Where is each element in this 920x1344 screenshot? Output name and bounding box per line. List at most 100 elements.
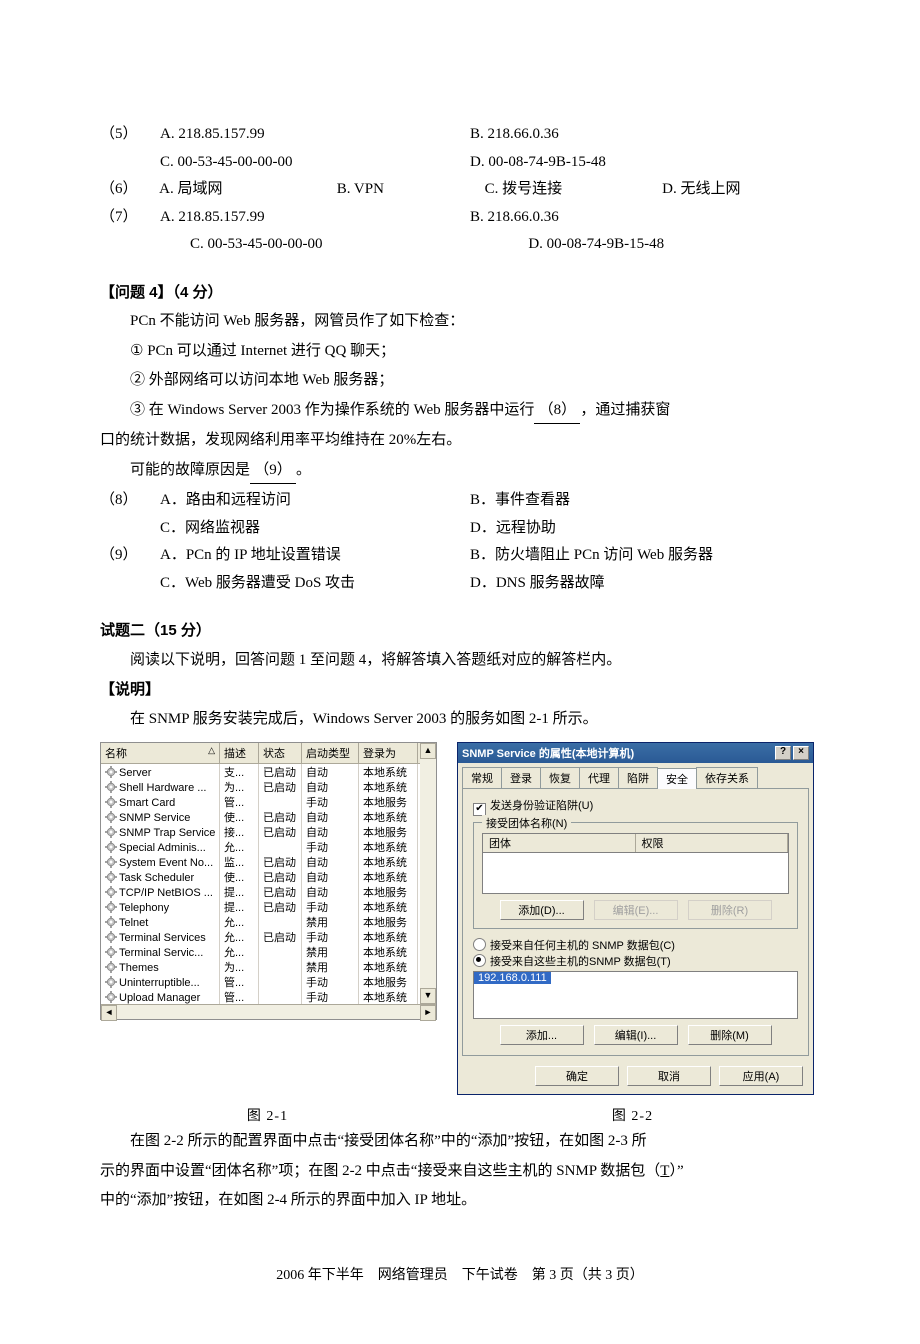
service-row[interactable]: System Event No...监...已启动自动本地系统: [101, 854, 420, 869]
gear-icon: [105, 766, 117, 778]
service-row[interactable]: SNMP Service使...已启动自动本地系统: [101, 809, 420, 824]
service-row[interactable]: Terminal Servic...允...禁用本地系统: [101, 944, 420, 959]
q7-row1: （7） A. 218.85.157.99 B. 218.66.0.36: [100, 205, 820, 231]
q4-l1: PCn 不能访问 Web 服务器，网管员作了如下检查：: [100, 309, 820, 335]
service-row[interactable]: Themes为...禁用本地系统: [101, 959, 420, 974]
q8-D: D．远程协助: [470, 516, 820, 542]
q4-i3a: ③ 在 Windows Server 2003 作为操作系统的 Web 服务器中…: [130, 402, 534, 418]
page-footer: 2006 年下半年 网络管理员 下午试卷 第 3 页（共 3 页）: [100, 1264, 820, 1284]
q9-A: A．PCn 的 IP 地址设置错误: [160, 543, 470, 569]
hosts-edit-button[interactable]: 编辑(I)...: [594, 1025, 678, 1045]
scroll-right-icon[interactable]: ►: [420, 1005, 436, 1021]
scroll-down-icon[interactable]: ▼: [420, 988, 436, 1004]
tab-strip: 常规登录恢复代理陷阱安全依存关系: [458, 763, 813, 788]
gear-icon: [105, 826, 117, 838]
service-row[interactable]: Upload Manager管...手动本地系统: [101, 989, 420, 1004]
service-row[interactable]: Uninterruptible...管...手动本地服务: [101, 974, 420, 989]
service-row[interactable]: TCP/IP NetBIOS ...提...已启动自动本地服务: [101, 884, 420, 899]
service-row[interactable]: Special Adminis...允...手动本地系统: [101, 839, 420, 854]
q8-r1: （8） A．路由和远程访问 B．事件查看器: [100, 488, 820, 514]
tab-0[interactable]: 常规: [462, 767, 502, 788]
sort-icon: △: [208, 745, 215, 756]
tab-1[interactable]: 登录: [501, 767, 541, 788]
col-type[interactable]: 启动类型: [302, 743, 359, 763]
close-button[interactable]: ×: [793, 746, 809, 760]
gear-icon: [105, 946, 117, 958]
gear-icon: [105, 991, 117, 1003]
community-listbox[interactable]: [482, 852, 789, 894]
hosts-add-button[interactable]: 添加...: [500, 1025, 584, 1045]
q9-B: B．防火墙阻止 PCn 访问 Web 服务器: [470, 543, 820, 569]
scroll-left-icon[interactable]: ◄: [101, 1005, 117, 1021]
service-row[interactable]: Smart Card管...手动本地服务: [101, 794, 420, 809]
community-add-button[interactable]: 添加(D)...: [500, 900, 584, 920]
col-desc[interactable]: 描述: [220, 743, 259, 763]
services-header[interactable]: 名称 △ 描述 状态 启动类型 登录为: [101, 743, 420, 764]
tab-2[interactable]: 恢复: [540, 767, 580, 788]
gear-icon: [105, 916, 117, 928]
tab-4[interactable]: 陷阱: [618, 767, 658, 788]
host-item-selected[interactable]: 192.168.0.111: [474, 972, 551, 984]
q4-i3b: ，通过捕获窗: [580, 402, 670, 418]
community-delete-button[interactable]: 删除(R): [688, 900, 772, 920]
q8-C: C．网络监视器: [160, 516, 470, 542]
radio-these-hosts[interactable]: 接受来自这些主机的SNMP 数据包(T): [473, 953, 798, 969]
q6-D: D. 无线上网: [662, 177, 820, 203]
service-row[interactable]: Telephony提...已启动手动本地系统: [101, 899, 420, 914]
gear-icon: [105, 811, 117, 823]
cancel-button[interactable]: 取消: [627, 1066, 711, 1086]
q9-num: （9）: [100, 543, 160, 569]
tab-3[interactable]: 代理: [579, 767, 619, 788]
sec2-l1: 阅读以下说明，回答问题 1 至问题 4，将解答填入答题纸对应的解答栏内。: [100, 648, 820, 674]
col-logon[interactable]: 登录为: [359, 743, 418, 763]
service-row[interactable]: SNMP Trap Service接...已启动自动本地服务: [101, 824, 420, 839]
services-rows: Server支...已启动自动本地系统Shell Hardware ...为..…: [101, 764, 420, 1004]
ok-button[interactable]: 确定: [535, 1066, 619, 1086]
radio-icon-off[interactable]: [473, 938, 486, 951]
sec2-after2: 示的界面中设置“团体名称”项；在图 2-2 中点击“接受来自这些主机的 SNMP…: [100, 1159, 820, 1185]
q4-l2a: 可能的故障原因是: [130, 462, 250, 478]
q6-B: B. VPN: [337, 177, 485, 203]
tab-6[interactable]: 依存关系: [696, 767, 758, 788]
dialog-title: SNMP Service 的属性(本地计算机): [462, 745, 634, 761]
q4-l2b: 。: [296, 462, 311, 478]
dialog-footer: 确定 取消 应用(A): [458, 1060, 813, 1094]
blank-9: （9）: [250, 458, 296, 485]
q6-C: C. 拨号连接: [485, 177, 663, 203]
radio-icon-on[interactable]: [473, 954, 486, 967]
gear-icon: [105, 901, 117, 913]
service-row[interactable]: Shell Hardware ...为...已启动自动本地系统: [101, 779, 420, 794]
service-row[interactable]: Task Scheduler使...已启动自动本地系统: [101, 869, 420, 884]
service-row[interactable]: Terminal Services允...已启动手动本地系统: [101, 929, 420, 944]
caption-2-1: 图 2-1: [100, 1105, 435, 1125]
col-stat[interactable]: 状态: [259, 743, 302, 763]
vertical-scrollbar[interactable]: ▲ ▼: [420, 743, 436, 1004]
horizontal-scrollbar[interactable]: ◄ ►: [101, 1004, 436, 1019]
auth-trap-row[interactable]: ✔发送身份验证陷阱(U): [473, 797, 798, 816]
q6-num: （6）: [100, 177, 159, 203]
q5-C: C. 00-53-45-00-00-00: [160, 150, 470, 176]
service-row[interactable]: Server支...已启动自动本地系统: [101, 764, 420, 779]
q9-r2: C．Web 服务器遭受 DoS 攻击 D．DNS 服务器故障: [100, 571, 820, 597]
gear-icon: [105, 931, 117, 943]
apply-button[interactable]: 应用(A): [719, 1066, 803, 1086]
help-button[interactable]: ?: [775, 746, 791, 760]
q4-i1: ① PCn 可以通过 Internet 进行 QQ 聊天；: [100, 339, 820, 365]
figures-row: 名称 △ 描述 状态 启动类型 登录为 Server支...已启动自动本地系统S…: [100, 742, 820, 1095]
community-col-1: 权限: [636, 834, 789, 852]
blank-8: （8）: [534, 398, 580, 425]
q7-B: B. 218.66.0.36: [470, 205, 820, 231]
fig-2-1: 名称 △ 描述 状态 启动类型 登录为 Server支...已启动自动本地系统S…: [100, 742, 437, 1095]
community-edit-button[interactable]: 编辑(E)...: [594, 900, 678, 920]
col-name[interactable]: 名称: [105, 748, 127, 760]
q6-A: A. 局域网: [159, 177, 337, 203]
gear-icon: [105, 856, 117, 868]
hosts-listbox[interactable]: 192.168.0.111: [473, 971, 798, 1019]
scroll-up-icon[interactable]: ▲: [420, 743, 436, 759]
service-row[interactable]: Telnet允...禁用本地服务: [101, 914, 420, 929]
hosts-delete-button[interactable]: 删除(M): [688, 1025, 772, 1045]
tab-5[interactable]: 安全: [657, 768, 697, 789]
q7-A: A. 218.85.157.99: [160, 205, 470, 231]
radio-any-host[interactable]: 接受来自任何主机的 SNMP 数据包(C): [473, 937, 798, 953]
q9-D: D．DNS 服务器故障: [470, 571, 820, 597]
